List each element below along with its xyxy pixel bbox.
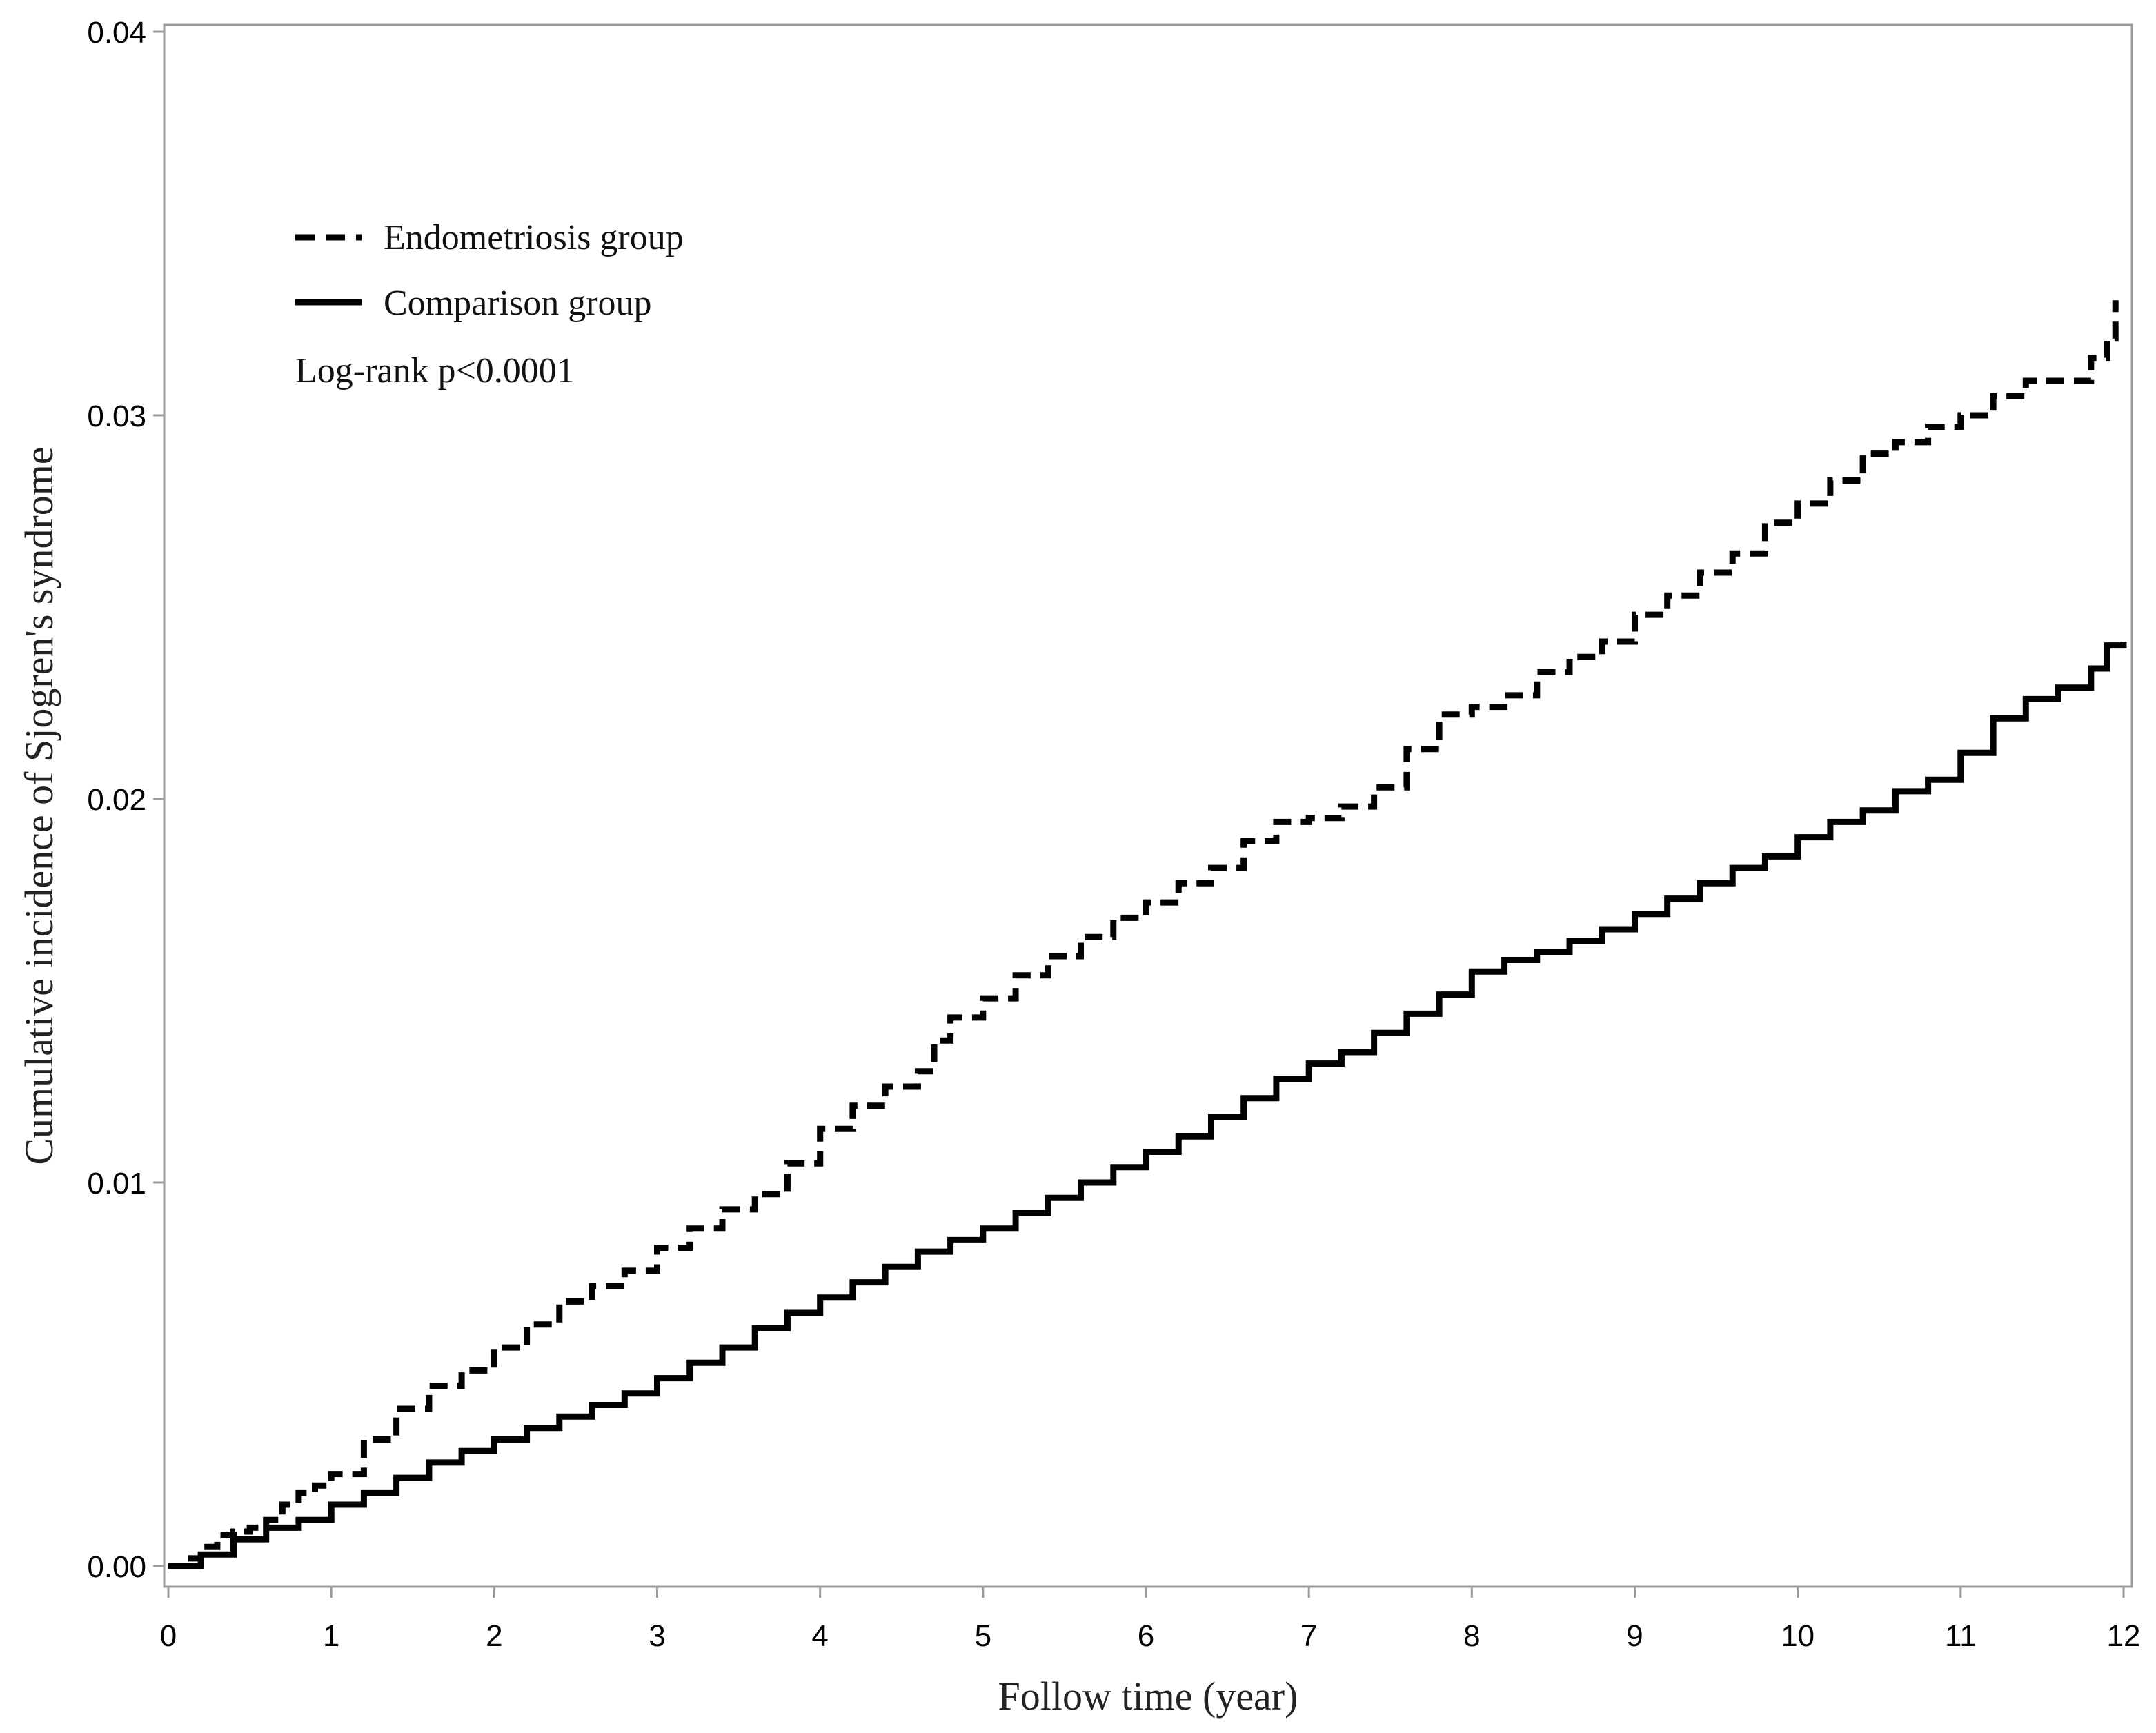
x-tick-label: 1 xyxy=(323,1619,339,1653)
x-axis: 0 1 2 3 4 5 6 7 8 9 10 11 12 xyxy=(160,1587,2141,1653)
y-tick-label: 0.04 xyxy=(87,16,146,50)
plot-frame xyxy=(163,23,2133,1588)
x-tick-label: 10 xyxy=(1781,1619,1814,1653)
logrank-annotation: Log-rank p<0.0001 xyxy=(295,351,575,390)
x-tick-label: 4 xyxy=(811,1619,828,1653)
x-tick-label: 2 xyxy=(486,1619,502,1653)
y-axis-title: Cumulative incidence of Sjogren's syndro… xyxy=(17,446,61,1165)
x-tick-label: 3 xyxy=(649,1619,665,1653)
x-axis-title: Follow time (year) xyxy=(998,1674,1298,1719)
comparison-group-line xyxy=(168,642,2127,1569)
x-tick-label: 9 xyxy=(1626,1619,1643,1653)
x-tick-label: 0 xyxy=(160,1619,177,1653)
legend: Endometriosis group Comparison group Log… xyxy=(295,218,684,390)
y-tick-label: 0.00 xyxy=(87,1550,146,1584)
x-tick-label: 11 xyxy=(1945,1619,1977,1653)
legend-label-endometriosis: Endometriosis group xyxy=(384,218,684,257)
x-tick-label: 7 xyxy=(1300,1619,1317,1653)
x-tick-label: 5 xyxy=(975,1619,991,1653)
endometriosis-group-line xyxy=(168,300,2119,1569)
y-tick-label: 0.01 xyxy=(87,1167,146,1200)
legend-label-comparison: Comparison group xyxy=(384,284,652,323)
y-tick-label: 0.02 xyxy=(87,783,146,817)
x-tick-label: 8 xyxy=(1463,1619,1480,1653)
x-tick-label: 6 xyxy=(1138,1619,1154,1653)
x-tick-label: 12 xyxy=(2107,1619,2141,1653)
y-tick-label: 0.03 xyxy=(87,399,146,433)
series-layer xyxy=(168,300,2127,1569)
y-axis: 0.00 0.01 0.02 0.03 0.04 xyxy=(87,16,164,1584)
